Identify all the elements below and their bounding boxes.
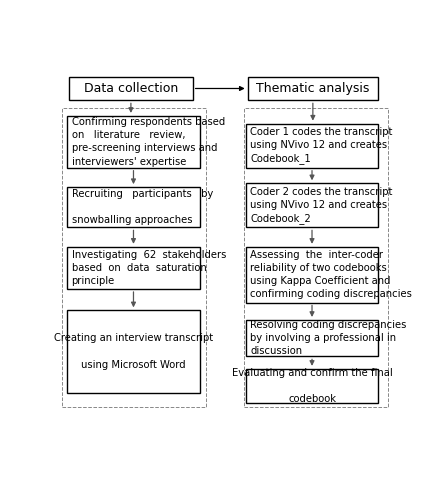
Text: Thematic analysis: Thematic analysis xyxy=(256,82,369,95)
FancyBboxPatch shape xyxy=(246,369,378,404)
FancyBboxPatch shape xyxy=(244,108,389,406)
FancyBboxPatch shape xyxy=(246,320,378,356)
Text: Resolving coding discrepancies
by involving a professional in
discussion: Resolving coding discrepancies by involv… xyxy=(250,320,406,356)
Text: Coder 2 codes the transcript
using NVivo 12 and creates
Codebook_2: Coder 2 codes the transcript using NVivo… xyxy=(250,186,392,224)
Text: Confirming respondents based
on   literature   review,
pre-screening interviews : Confirming respondents based on literatu… xyxy=(71,117,225,166)
FancyBboxPatch shape xyxy=(67,246,199,289)
Text: Investigating  62  stakeholders
based  on  data  saturation
principle: Investigating 62 stakeholders based on d… xyxy=(71,250,226,286)
FancyBboxPatch shape xyxy=(62,108,206,406)
FancyBboxPatch shape xyxy=(67,187,199,228)
Text: Assessing  the  inter-coder
reliability of two codebooks
using Kappa Coefficient: Assessing the inter-coder reliability of… xyxy=(250,250,412,300)
Text: Recruiting   participants   by

snowballing approaches: Recruiting participants by snowballing a… xyxy=(71,189,213,226)
Text: Evaluating and confirm the final

codebook: Evaluating and confirm the final codeboo… xyxy=(232,368,392,405)
FancyBboxPatch shape xyxy=(246,124,378,168)
Text: Creating an interview transcript

using Microsoft Word: Creating an interview transcript using M… xyxy=(54,334,213,370)
FancyBboxPatch shape xyxy=(67,116,199,168)
FancyBboxPatch shape xyxy=(246,246,378,302)
Text: Coder 1 codes the transcript
using NVivo 12 and creates
Codebook_1: Coder 1 codes the transcript using NVivo… xyxy=(250,127,392,164)
Text: Data collection: Data collection xyxy=(84,82,178,95)
FancyBboxPatch shape xyxy=(67,310,199,393)
FancyBboxPatch shape xyxy=(248,76,378,100)
FancyBboxPatch shape xyxy=(246,183,378,228)
FancyBboxPatch shape xyxy=(69,76,193,100)
